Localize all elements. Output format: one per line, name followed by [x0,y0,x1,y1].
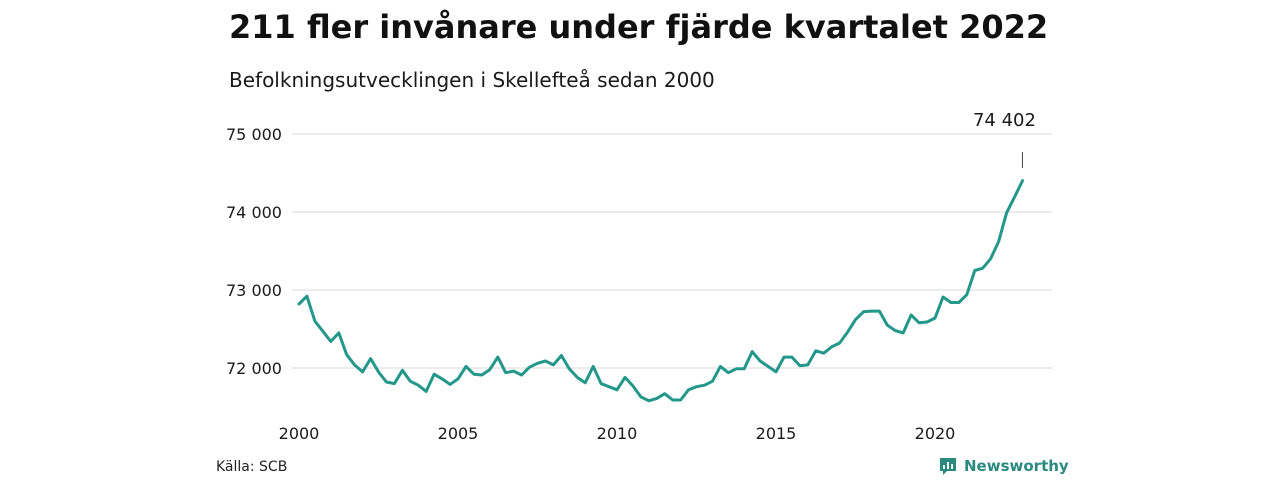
y-tick-label: 74 000 [226,203,282,222]
series-line [297,179,1024,403]
x-tick-label: 2000 [279,424,320,443]
gridlines [292,133,1052,369]
source-note: Källa: SCB [216,459,288,475]
y-tick-label: 72 000 [226,359,282,378]
annotation-label: 74 402 [973,110,1036,131]
newsworthy-logo-icon [940,458,956,475]
x-tick-label: 2015 [756,424,797,443]
chart-title: 211 fler invånare under fjärde kvartalet… [229,8,1049,46]
series-layer [297,179,1024,403]
brand: Newsworthy [938,455,1069,477]
x-axis-labels: 2000 2005 2010 2015 2020 [279,424,956,443]
x-tick-label: 2005 [438,424,479,443]
brand-name: Newsworthy [964,457,1069,475]
y-tick-label: 75 000 [226,125,282,144]
y-axis-labels: 72 000 73 000 74 000 75 000 [226,125,282,378]
x-tick-label: 2010 [597,424,638,443]
chart-subtitle: Befolkningsutvecklingen i Skellefteå sed… [229,68,715,92]
x-tick-label: 2020 [915,424,956,443]
annotation: 74 402 [973,110,1036,168]
y-tick-label: 73 000 [226,281,282,300]
